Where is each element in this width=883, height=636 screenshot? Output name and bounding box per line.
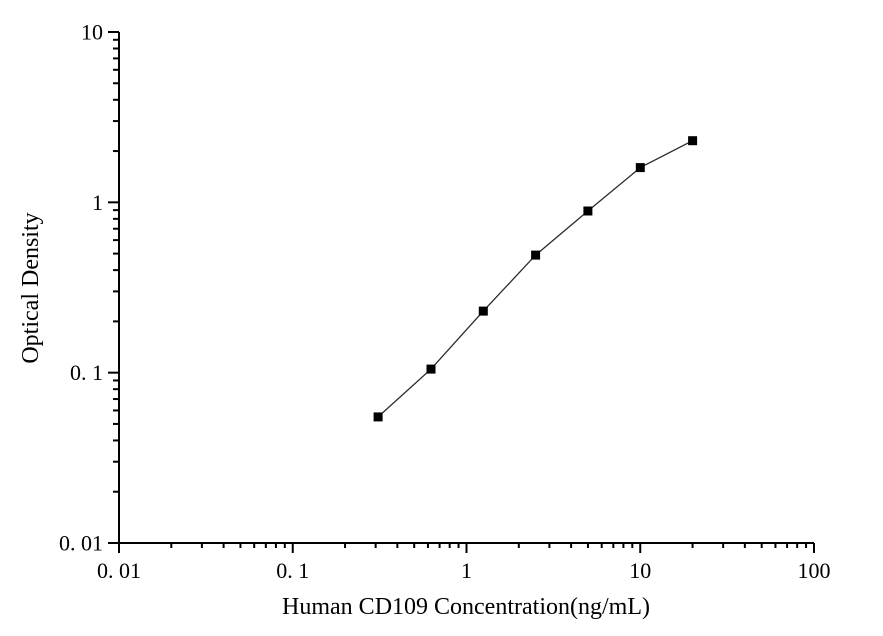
y-tick-label: 1 [92,190,103,215]
data-point-marker [583,206,593,216]
x-tick-label: 1 [461,558,472,583]
data-point-marker [478,306,488,316]
x-tick-label: 0. 01 [97,558,141,583]
data-point-marker [531,250,541,260]
data-point-marker [635,163,645,173]
y-tick-label: 0. 01 [59,531,103,556]
data-point-marker [373,412,383,422]
x-axis-title: Human CD109 Concentration(ng/mL) [282,594,650,620]
x-tick-label: 10 [629,558,651,583]
y-tick-label: 0. 1 [70,360,103,385]
x-tick-label: 0. 1 [276,558,309,583]
y-axis-title: Optical Density [18,212,44,363]
plot-area: 0. 01 0. 1 1 10 100 0. 01 0. 1 1 10 [59,20,831,584]
data-point-marker [426,364,436,374]
series-line [377,140,693,418]
x-tick-label: 100 [798,558,831,583]
y-tick-label: 10 [81,20,103,45]
data-point-marker [688,136,698,146]
